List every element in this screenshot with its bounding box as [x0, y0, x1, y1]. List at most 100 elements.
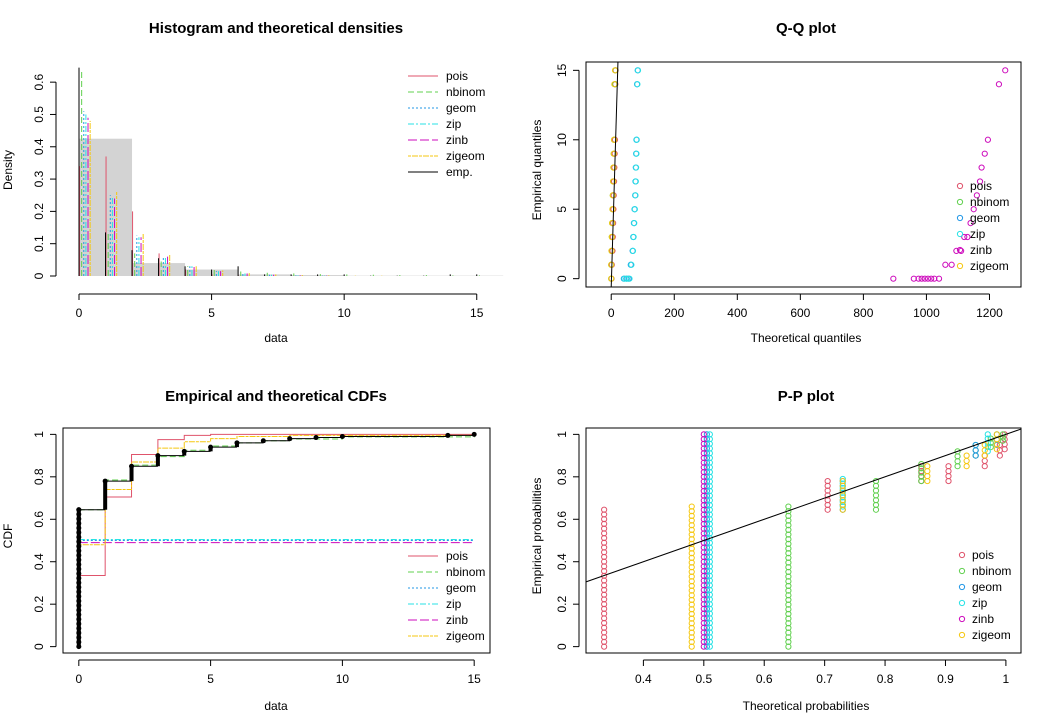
pp-point-nbinom	[987, 439, 994, 446]
qq-ylabel: Empirical quantiles	[530, 120, 544, 221]
qq-point-zinb	[984, 136, 992, 143]
legend-label-zip: zip	[972, 596, 988, 610]
emp-cdf-point	[76, 571, 82, 577]
x-tick-label: 0	[76, 306, 83, 320]
pp-point-geom	[703, 431, 710, 438]
pp-point-geom	[972, 441, 979, 449]
emp-cdf-point	[76, 593, 82, 599]
legend-label-zigeom: zigeom	[446, 629, 485, 643]
pp-point-zigeom	[839, 477, 846, 485]
pp-point-pois	[945, 468, 952, 475]
emp-cdf-point	[287, 436, 293, 442]
qq-point-zip	[626, 275, 633, 282]
pp-plot-panel: P-P plot Theoretical probabilities Empir…	[530, 388, 1022, 713]
cdf-line-nbinom	[78, 434, 475, 511]
qq-point-zip	[633, 150, 640, 157]
y-tick-label: 0.2	[555, 596, 569, 613]
pp-point-zigeom	[688, 526, 695, 533]
emp-cdf-point	[76, 621, 82, 627]
pp-point-nbinom	[918, 469, 925, 476]
legend-label-pois: pois	[972, 548, 994, 562]
legend-label-geom: geom	[972, 580, 1002, 594]
y-tick-label: 15	[555, 63, 569, 77]
pp-point-zip	[984, 431, 991, 438]
histogram-ylabel: Density	[1, 150, 15, 190]
y-tick-label: 0.2	[32, 203, 46, 220]
qq-point-zip	[631, 206, 638, 213]
emp-cdf-point	[76, 552, 82, 558]
emp-cdf-point	[76, 539, 82, 545]
legend-label-nbinom: nbinom	[446, 565, 485, 579]
qq-point-zip	[629, 247, 637, 254]
pp-point-pois	[996, 452, 1003, 459]
pp-point-zigeom	[688, 517, 695, 524]
emp-cdf-point	[76, 566, 82, 572]
legend-marker-pois	[956, 182, 964, 190]
qq-point-zinb	[967, 220, 974, 227]
legend-marker-geom	[956, 214, 964, 222]
x-tick-label: 10	[336, 672, 350, 686]
pp-point-zinb	[700, 431, 707, 438]
legend-marker-geom	[958, 583, 966, 591]
qq-title: Q-Q plot	[776, 20, 836, 37]
cdf-panel: Empirical and theoretical CDFs data CDF …	[1, 388, 491, 713]
x-tick-label: 1	[1003, 672, 1010, 686]
emp-cdf-point	[76, 584, 82, 590]
pp-point-nbinom	[954, 448, 961, 455]
pp-point-zigeom	[688, 624, 695, 632]
qq-point-zinb	[958, 247, 965, 254]
pp-point-zigeom	[981, 447, 988, 454]
pp-point-zigeom	[688, 508, 695, 515]
pp-point-nbinom	[785, 601, 792, 608]
pp-point-nbinom	[785, 596, 792, 604]
qq-point-zip	[630, 233, 637, 241]
qq-point-zinb	[924, 275, 932, 282]
pp-point-nbinom	[785, 517, 792, 524]
pp-point-zigeom	[688, 545, 695, 552]
emp-cdf-point	[155, 453, 161, 459]
x-tick-label: 1000	[913, 306, 940, 320]
pp-point-zigeom	[924, 468, 931, 475]
legend-label-geom: geom	[446, 101, 476, 115]
pp-point-nbinom	[918, 460, 925, 468]
pp-point-zigeom	[688, 554, 695, 562]
qq-point-zinb	[964, 233, 971, 241]
pp-point-nbinom	[785, 615, 792, 622]
pp-point-nbinom	[785, 522, 792, 529]
pp-point-zigeom	[688, 550, 695, 557]
legend-marker-pois	[958, 551, 966, 559]
qq-point-zigeom	[610, 136, 618, 143]
emp-cdf-point	[181, 448, 187, 454]
pp-title: P-P plot	[778, 388, 834, 405]
y-tick-label: 0.1	[32, 235, 46, 252]
qq-point-zinb	[1002, 67, 1009, 74]
pp-point-zigeom	[688, 592, 695, 599]
y-tick-label: 0	[32, 272, 46, 279]
pp-point-zip	[839, 480, 846, 487]
y-tick-label: 0.8	[555, 468, 569, 485]
pp-point-zip	[839, 494, 846, 501]
pp-point-zigeom	[963, 457, 970, 465]
x-tick-label: 5	[207, 672, 214, 686]
plot-frame	[585, 427, 1022, 654]
pp-point-zigeom	[688, 536, 695, 543]
legend-label-emp: emp.	[446, 165, 473, 179]
pp-point-zigeom	[688, 610, 695, 618]
qq-point-zinb	[942, 261, 949, 268]
pp-point-zigeom	[688, 512, 695, 519]
legend-marker-zip	[956, 230, 964, 238]
y-tick-label: 1	[555, 431, 569, 438]
qq-point-zinb	[973, 192, 980, 199]
emp-cdf-point	[76, 635, 82, 641]
y-tick-label: 0	[555, 275, 569, 282]
pp-point-zigeom	[688, 568, 695, 576]
legend-label-pois: pois	[446, 549, 468, 563]
legend-label-zip: zip	[446, 597, 462, 611]
emp-cdf-point	[76, 598, 82, 604]
emp-cdf-point	[76, 557, 82, 563]
pp-point-nbinom	[954, 453, 961, 460]
pp-point-zigeom	[924, 473, 931, 480]
x-tick-label: 800	[853, 306, 873, 320]
pp-point-nbinom	[785, 512, 792, 519]
pp-point-zigeom	[688, 643, 695, 650]
